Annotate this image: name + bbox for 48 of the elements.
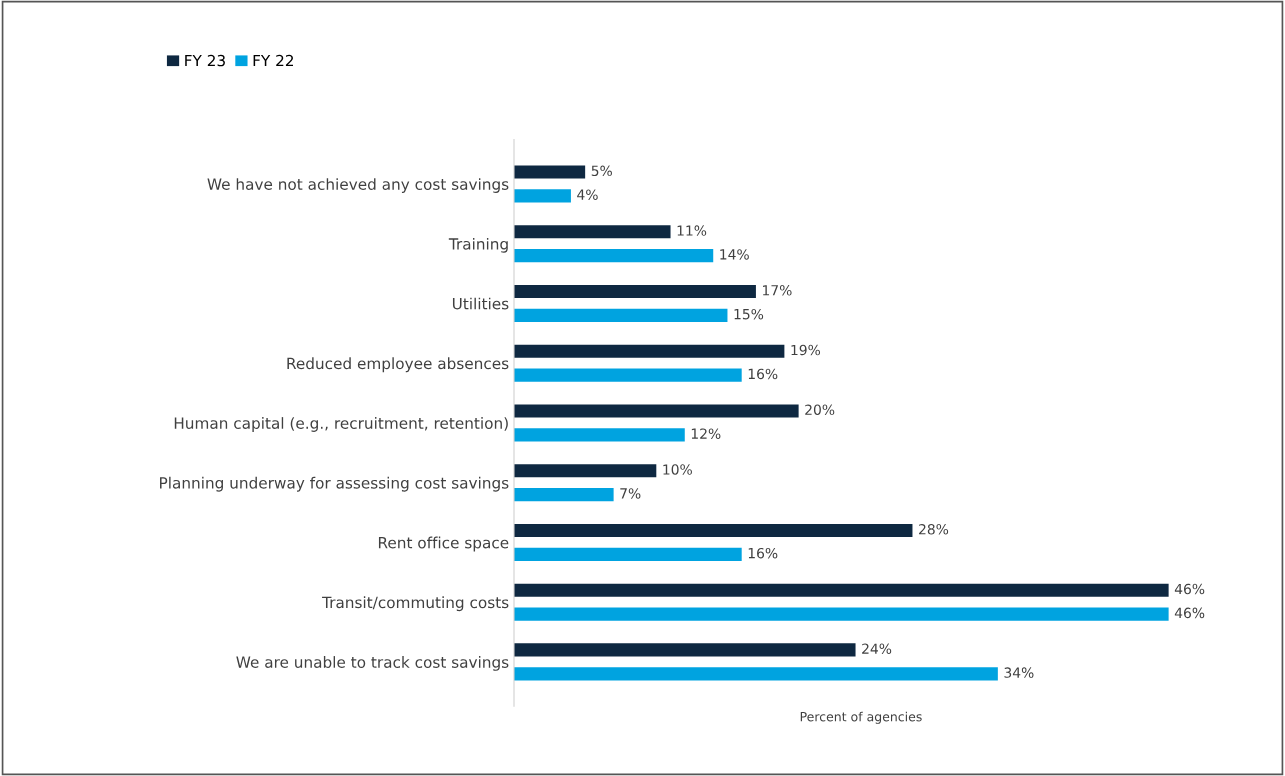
bar [514, 583, 1169, 597]
data-label: 46% [1174, 583, 1205, 595]
bar [514, 464, 657, 478]
data-label: 7% [620, 488, 641, 499]
data-label: 10% [663, 464, 692, 475]
y-tick-label: We have not achieved any cost savings [207, 178, 509, 193]
bar [514, 189, 571, 203]
bar [514, 488, 614, 502]
legend-label: FY 23 [185, 54, 225, 67]
bar [514, 368, 742, 382]
y-tick-label: Utilities [452, 297, 509, 310]
data-label: 11% [677, 225, 707, 236]
data-label: 4% [577, 189, 598, 200]
data-label: 46% [1174, 607, 1205, 619]
data-label: 34% [1004, 667, 1034, 678]
bar [514, 523, 913, 538]
data-label: 16% [748, 368, 778, 380]
y-tick-label: Transit/commuting costs [322, 596, 509, 612]
data-label: 5% [591, 165, 612, 177]
bar [514, 607, 1169, 621]
bar [514, 404, 799, 418]
y-tick-label: Human capital (e.g., recruitment, retention) [174, 417, 508, 432]
data-label: 16% [748, 547, 778, 559]
y-tick-label: Planning underway for assessing cost savings [160, 476, 509, 492]
bar [514, 667, 998, 681]
data-label: 19% [791, 344, 821, 356]
bar [514, 249, 714, 263]
y-tick-label: We are unable to track cost savings [236, 656, 509, 671]
data-label: 12% [691, 428, 721, 439]
y-tick-label: Reduced employee absences [287, 357, 509, 373]
x-axis-title: Percent of agencies [800, 711, 922, 724]
bar [514, 643, 856, 657]
bar [514, 344, 785, 358]
bar [514, 165, 586, 179]
data-label: 24% [862, 643, 892, 654]
data-label: 15% [734, 308, 764, 320]
legend-label: FY 22 [253, 54, 293, 67]
data-label: 20% [805, 404, 835, 415]
bar [514, 308, 728, 322]
bar [514, 428, 685, 442]
bar [514, 284, 756, 299]
y-tick-label: Rent office space [378, 536, 509, 552]
data-label: 17% [763, 285, 792, 296]
bar [514, 225, 671, 239]
bar [514, 547, 742, 561]
data-label: 28% [919, 523, 949, 535]
data-label: 14% [720, 249, 749, 260]
y-tick-label: Training [448, 237, 508, 253]
